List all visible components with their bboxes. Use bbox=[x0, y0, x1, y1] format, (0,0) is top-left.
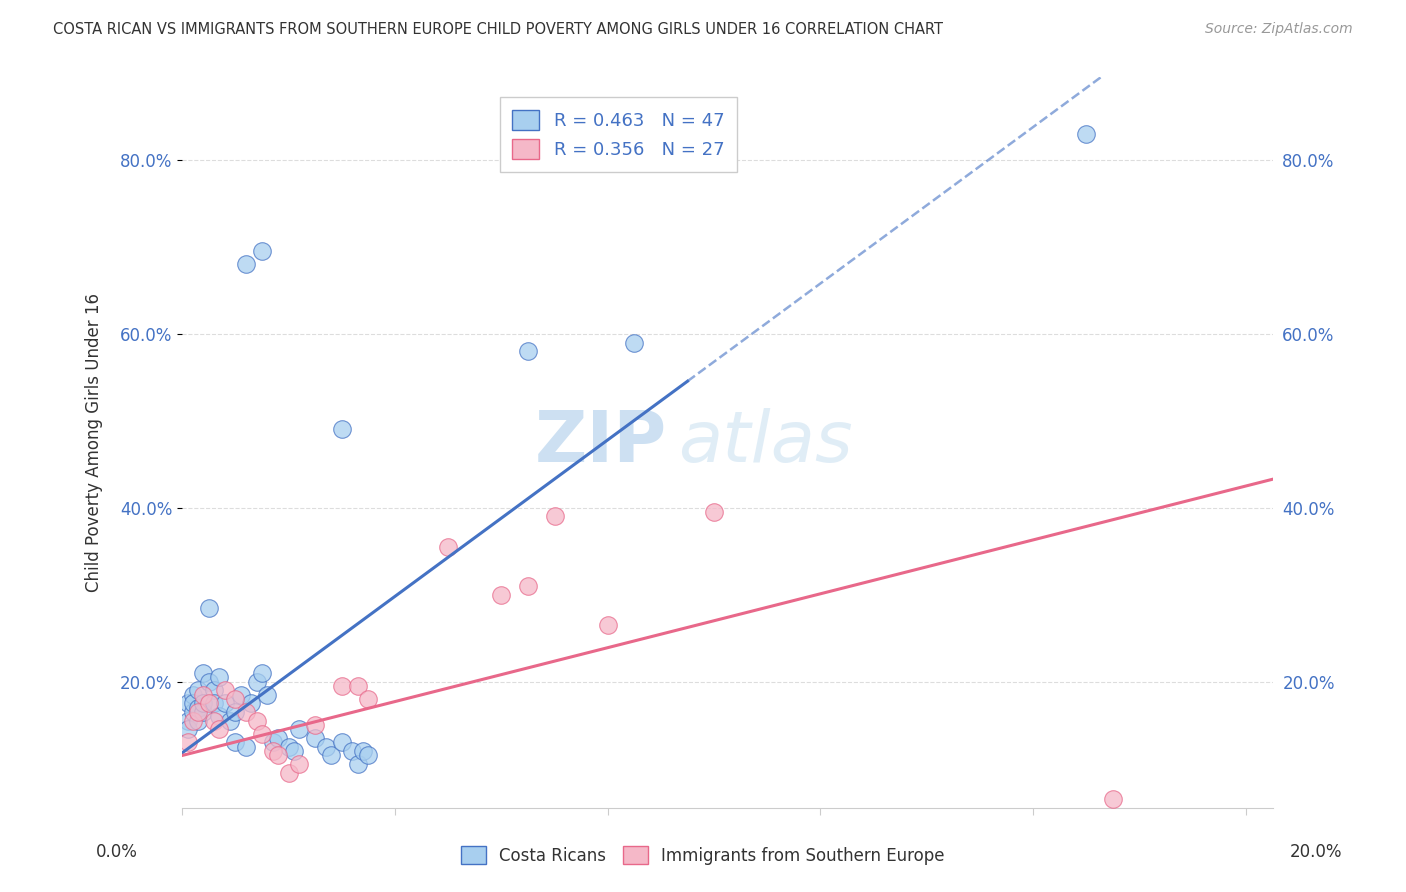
Point bbox=[342, 744, 364, 758]
Point bbox=[235, 705, 257, 719]
Point bbox=[623, 335, 645, 350]
Point bbox=[197, 600, 219, 615]
Point bbox=[235, 257, 257, 271]
Point bbox=[176, 735, 198, 749]
Point bbox=[202, 683, 225, 698]
Point bbox=[491, 588, 513, 602]
Point bbox=[193, 696, 215, 710]
Point bbox=[240, 696, 263, 710]
Point bbox=[187, 714, 209, 728]
Point bbox=[703, 505, 725, 519]
Point bbox=[197, 696, 219, 710]
Text: 20.0%: 20.0% bbox=[1291, 843, 1343, 861]
Point bbox=[187, 683, 209, 698]
Point bbox=[250, 727, 273, 741]
Point bbox=[176, 723, 198, 737]
Legend: Costa Ricans, Immigrants from Southern Europe: Costa Ricans, Immigrants from Southern E… bbox=[453, 838, 953, 873]
Point bbox=[315, 739, 337, 754]
Point bbox=[346, 679, 368, 693]
Point bbox=[246, 714, 269, 728]
Point bbox=[330, 679, 353, 693]
Point bbox=[219, 714, 242, 728]
Point bbox=[224, 705, 246, 719]
Point bbox=[176, 714, 198, 728]
Point bbox=[250, 244, 273, 259]
Point bbox=[224, 692, 246, 706]
Point bbox=[187, 700, 209, 714]
Point bbox=[283, 744, 305, 758]
Point bbox=[193, 688, 215, 702]
Point bbox=[357, 692, 380, 706]
Point bbox=[214, 696, 236, 710]
Text: COSTA RICAN VS IMMIGRANTS FROM SOUTHERN EUROPE CHILD POVERTY AMONG GIRLS UNDER 1: COSTA RICAN VS IMMIGRANTS FROM SOUTHERN … bbox=[53, 22, 943, 37]
Point bbox=[224, 735, 246, 749]
Point bbox=[262, 744, 284, 758]
Point bbox=[321, 748, 343, 763]
Point bbox=[304, 731, 326, 745]
Text: 0.0%: 0.0% bbox=[96, 843, 138, 861]
Point bbox=[214, 683, 236, 698]
Point bbox=[250, 665, 273, 680]
Point bbox=[181, 696, 204, 710]
Point bbox=[288, 757, 311, 772]
Point bbox=[357, 748, 380, 763]
Point bbox=[176, 696, 198, 710]
Point bbox=[181, 714, 204, 728]
Point bbox=[288, 723, 311, 737]
Point bbox=[202, 696, 225, 710]
Point bbox=[267, 731, 290, 745]
Point bbox=[262, 735, 284, 749]
Text: ZIP: ZIP bbox=[536, 408, 668, 477]
Point bbox=[304, 718, 326, 732]
Point bbox=[193, 705, 215, 719]
Point bbox=[235, 739, 257, 754]
Point bbox=[437, 540, 460, 554]
Point bbox=[208, 723, 231, 737]
Point bbox=[346, 757, 368, 772]
Point bbox=[208, 670, 231, 684]
Point bbox=[277, 739, 299, 754]
Point bbox=[330, 735, 353, 749]
Point bbox=[181, 688, 204, 702]
Point bbox=[543, 509, 565, 524]
Point bbox=[596, 618, 619, 632]
Point bbox=[246, 674, 269, 689]
Point bbox=[187, 705, 209, 719]
Text: Source: ZipAtlas.com: Source: ZipAtlas.com bbox=[1205, 22, 1353, 37]
Point bbox=[1102, 792, 1125, 806]
Point bbox=[202, 714, 225, 728]
Y-axis label: Child Poverty Among Girls Under 16: Child Poverty Among Girls Under 16 bbox=[86, 293, 103, 592]
Point bbox=[197, 674, 219, 689]
Point bbox=[277, 765, 299, 780]
Text: atlas: atlas bbox=[678, 408, 853, 477]
Point bbox=[193, 665, 215, 680]
Point bbox=[516, 579, 538, 593]
Legend: R = 0.463   N = 47, R = 0.356   N = 27: R = 0.463 N = 47, R = 0.356 N = 27 bbox=[499, 97, 737, 171]
Point bbox=[181, 705, 204, 719]
Point bbox=[1076, 127, 1098, 141]
Point bbox=[516, 344, 538, 359]
Point bbox=[256, 688, 278, 702]
Point bbox=[208, 709, 231, 723]
Point bbox=[330, 422, 353, 436]
Point bbox=[267, 748, 290, 763]
Point bbox=[352, 744, 374, 758]
Point bbox=[229, 688, 252, 702]
